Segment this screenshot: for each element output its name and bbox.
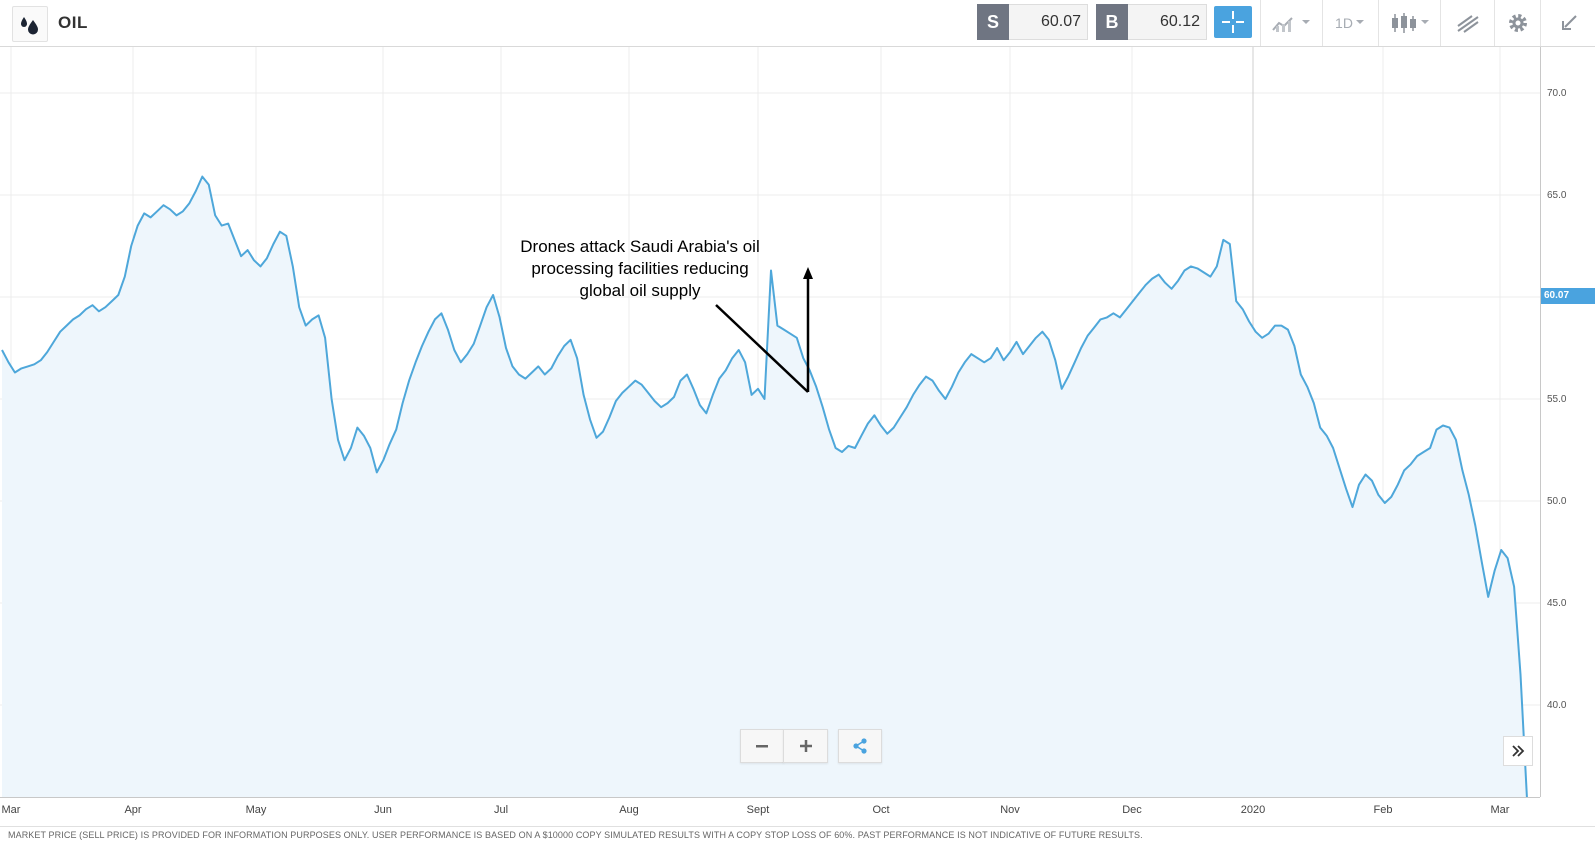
x-axis-line (0, 797, 1540, 798)
y-tick-label: 45.0 (1547, 598, 1567, 609)
candlestick-icon (1392, 13, 1429, 33)
crosshair-icon (1222, 11, 1244, 33)
drawing-tool-button[interactable] (1440, 0, 1495, 46)
x-tick-label: 2020 (1240, 804, 1266, 816)
share-icon (853, 738, 867, 754)
sell-label: S (977, 4, 1009, 40)
x-tick-label: May (245, 804, 267, 816)
double-chevron-right-icon (1512, 745, 1525, 757)
collapse-button[interactable] (1540, 0, 1595, 46)
annotation-line: global oil supply (579, 281, 701, 300)
y-tick-label: 55.0 (1547, 394, 1567, 405)
buy-label: B (1096, 4, 1128, 40)
settings-button[interactable] (1494, 0, 1541, 46)
y-tick-label: 40.0 (1547, 700, 1567, 711)
x-tick-label: Apr (124, 804, 142, 816)
timeframe-value: 1D (1335, 15, 1353, 31)
drawing-tool-icon (1457, 15, 1479, 33)
price-chart[interactable] (0, 47, 1540, 797)
chart-type-button[interactable] (1260, 0, 1323, 46)
annotation-arrow-line (715, 304, 809, 393)
buy-price-box[interactable]: B 60.12 (1096, 4, 1207, 40)
chevron-down-icon (1355, 20, 1364, 24)
collapse-icon (1561, 15, 1577, 30)
price-area-fill (2, 176, 1527, 797)
candlestick-button[interactable] (1378, 0, 1441, 46)
x-tick-label: Jun (374, 804, 392, 816)
x-tick-label: Aug (619, 804, 639, 816)
sell-price-box[interactable]: S 60.07 (977, 4, 1088, 40)
timeframe-select[interactable]: 1D (1322, 0, 1379, 46)
annotation-line: processing facilities reducing (531, 259, 749, 278)
x-tick-label: Mar (1490, 804, 1510, 816)
x-tick-label: Mar (1, 804, 21, 816)
zoom-out-button[interactable] (740, 729, 784, 763)
crosshair-button[interactable] (1214, 6, 1252, 38)
x-tick-label: Dec (1122, 804, 1142, 816)
y-tick-label: 50.0 (1547, 496, 1567, 507)
x-tick-label: Feb (1373, 804, 1393, 816)
zoom-out-icon (756, 745, 768, 748)
chart-annotation: Drones attack Saudi Arabia's oil process… (480, 236, 800, 302)
footer: MARKET PRICE (SELL PRICE) IS PROVIDED FO… (0, 826, 1595, 862)
current-price-tag: 60.07 (1541, 288, 1595, 304)
instrument-title: OIL (58, 13, 88, 32)
share-button[interactable] (838, 729, 882, 763)
y-axis-line (1540, 47, 1541, 797)
x-tick-label: Nov (1000, 804, 1020, 816)
price-line (1, 175, 1528, 797)
y-tick-label: 65.0 (1547, 190, 1567, 201)
disclaimer-text: MARKET PRICE (SELL PRICE) IS PROVIDED FO… (8, 830, 1143, 840)
y-tick-label: 70.0 (1547, 88, 1567, 99)
top-toolbar: OIL S 60.07 B 60.12 1D (0, 0, 1595, 47)
annotation-line: Drones attack Saudi Arabia's oil (520, 237, 760, 256)
chart-type-icon (1272, 17, 1310, 32)
oil-drop-logo-icon (12, 6, 48, 42)
zoom-in-icon (799, 740, 812, 752)
x-tick-label: Oct (872, 804, 890, 816)
x-tick-label: Sept (746, 804, 770, 816)
annotation-arrowhead (803, 267, 813, 279)
x-tick-label: Jul (493, 804, 509, 816)
sell-price: 60.07 (1009, 4, 1088, 40)
buy-price: 60.12 (1128, 4, 1207, 40)
scroll-to-latest-button[interactable] (1503, 736, 1533, 766)
gear-icon (1509, 14, 1527, 32)
zoom-in-button[interactable] (783, 729, 828, 763)
